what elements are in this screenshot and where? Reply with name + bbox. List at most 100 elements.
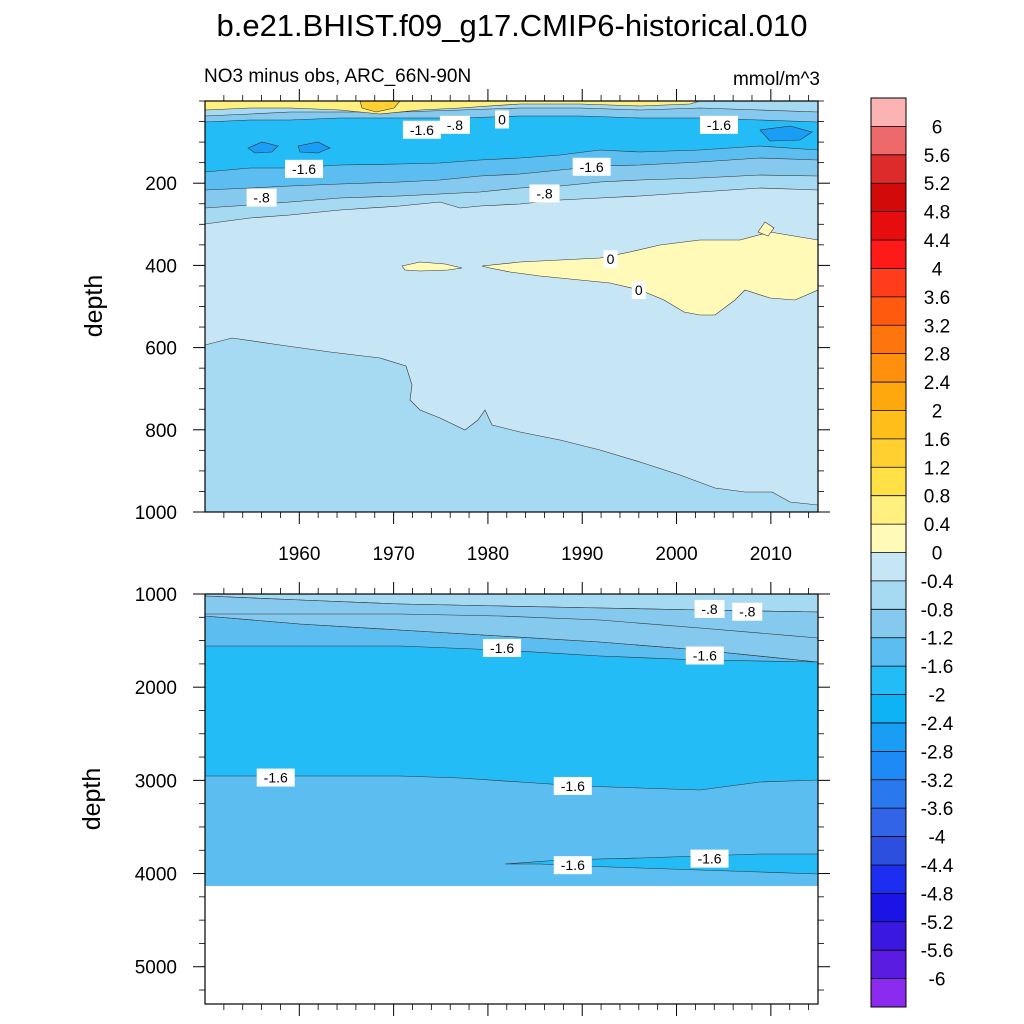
colorbar-level-label: -2 (929, 686, 946, 707)
colorbar-level-label: 2.4 (924, 373, 951, 394)
y-tick-label: 1000 (135, 585, 177, 606)
contour-label: -.8 (253, 190, 270, 206)
y-tick-label: 800 (145, 421, 177, 442)
subtitle-left: NO3 minus obs, ARC_66N-90N (204, 66, 471, 87)
upper-contour-fill (205, 101, 818, 512)
colorbar-level-label: -0.8 (921, 600, 954, 621)
colorbar-swatch (871, 438, 906, 468)
x-tick-label: 1990 (561, 544, 603, 565)
colorbar-level-label: -2.4 (921, 714, 954, 735)
colorbar-level-label: -4.4 (921, 856, 954, 877)
colorbar-swatch (871, 893, 906, 923)
contour-label-box (690, 849, 729, 868)
contour-label: 0 (607, 251, 615, 267)
colorbar-swatch (871, 950, 906, 979)
y-tick-label: 1000 (135, 503, 177, 524)
colorbar-swatch (871, 410, 906, 440)
contour-label-box (246, 188, 277, 207)
colorbar-level-label: 1.2 (924, 458, 950, 479)
x-tick-label: 2000 (655, 544, 697, 565)
colorbar-level-label: 2.8 (924, 345, 950, 366)
colorbar-level-label: 5.2 (924, 174, 950, 195)
colorbar-level-label: -6 (929, 970, 946, 991)
contour-label-box (603, 250, 618, 269)
contour-label: -.8 (701, 601, 718, 617)
contour-label: 0 (635, 282, 643, 298)
contour-label-box (495, 110, 510, 129)
x-tick-label: 2010 (750, 544, 792, 565)
colorbar-swatch (871, 609, 906, 639)
contour-label: -.8 (739, 604, 756, 620)
colorbar-swatch (871, 694, 906, 724)
colorbar-level-label: -3.6 (921, 799, 954, 820)
colorbar-level-label: 0.4 (924, 515, 951, 536)
upper-fill-positive-blob (401, 261, 463, 272)
colorbar-swatch (871, 580, 906, 610)
contour-label-box (572, 157, 611, 176)
contour-label-box (631, 281, 646, 300)
colorbar-swatch (871, 751, 906, 781)
lower-fill-band-1.2b (205, 613, 818, 663)
x-tick-label: 1970 (372, 544, 414, 565)
y-tick-label: 2000 (135, 678, 177, 699)
subtitle-right: mmol/m^3 (733, 69, 820, 90)
colorbar-swatch (871, 722, 906, 752)
colorbar-swatch (871, 211, 906, 241)
colorbar-level-label: 6 (932, 117, 943, 138)
contour-label: -1.6 (410, 122, 434, 138)
colorbar-level-label: 4 (932, 259, 943, 280)
upper-fill-surface-0.8-warm (359, 101, 401, 113)
upper-fill-deep-0.8 (205, 337, 818, 512)
colorbar-level-label: -4 (929, 828, 946, 849)
y-tick-label: 400 (145, 256, 177, 277)
colorbar-swatch (871, 495, 906, 525)
contour-label-box (685, 646, 724, 665)
colorbar-swatch (871, 921, 906, 951)
lower-contour-labels: -.8 -.8 -1.6 -1.6 -1.6 -1.6 -1.6 -1.6 (256, 599, 763, 875)
x-tick-label: 1980 (467, 544, 509, 565)
lower-y-axis-label: depth (78, 768, 106, 831)
colorbar-level-label: -5.2 (921, 913, 954, 934)
colorbar-level-label: -5.6 (921, 941, 954, 962)
contour-label-box (256, 768, 295, 787)
upper-panel: 1960 1970 1980 1990 2000 2010 200 400 600 800 1000… (80, 89, 830, 565)
colorbar-swatch (871, 268, 906, 298)
colorbar-swatch (871, 382, 906, 411)
colorbar-swatch (871, 637, 906, 667)
contour-label-box (699, 115, 738, 134)
contour-label: -1.6 (707, 117, 731, 133)
upper-fill-patch-c (759, 125, 813, 142)
contour-label-box (402, 120, 441, 139)
colorbar-swatch (871, 524, 906, 553)
contour-label: -.8 (447, 117, 464, 133)
colorbar-swatch (871, 154, 906, 184)
contour-label: -1.6 (693, 648, 717, 664)
chart-title: b.e21.BHIST.f09_g17.CMIP6-historical.010 (216, 8, 807, 43)
colorbar-swatch (871, 552, 906, 582)
y-tick-label: 3000 (135, 771, 177, 792)
colorbar-swatch (871, 126, 906, 156)
colorbar-swatch (871, 978, 906, 1008)
colorbar-level-label: 2 (932, 401, 943, 422)
colorbar-swatch (871, 98, 906, 127)
contour-label-box (553, 856, 592, 875)
contour-label: -1.6 (580, 159, 604, 175)
colorbar-level-label: 4.4 (924, 231, 951, 252)
colorbar-level-label: 5.6 (924, 146, 950, 167)
colorbar-swatch (871, 467, 906, 496)
upper-fill-surface-0 (205, 101, 701, 115)
colorbar-swatch (871, 864, 906, 894)
y-tick-label: 200 (145, 174, 177, 195)
colorbar-level-label: 0 (932, 544, 943, 565)
contour-label: 0 (498, 111, 506, 127)
contour-label-box (529, 184, 560, 203)
lower-fill-core-2 (205, 645, 818, 791)
colorbar-swatch (871, 240, 906, 269)
colorbar-level-label: 3.2 (924, 316, 950, 337)
y-tick-label: 600 (145, 339, 177, 360)
upper-fill-positive-dot (757, 221, 775, 237)
colorbar-swatch (871, 296, 906, 326)
colorbar-swatch (871, 325, 906, 354)
colorbar-swatch (871, 808, 906, 837)
